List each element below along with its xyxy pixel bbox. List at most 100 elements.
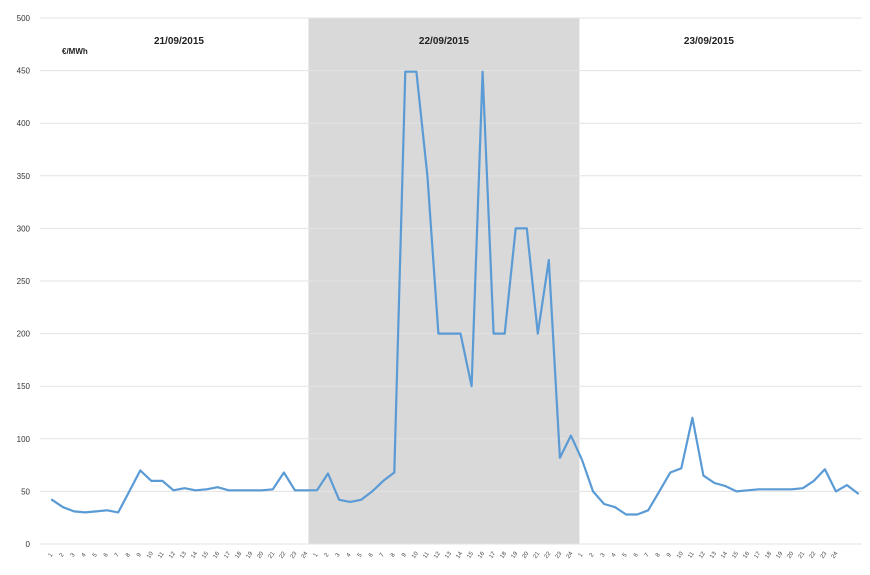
- x-tick-label: 2: [324, 552, 331, 559]
- data-point: [128, 490, 131, 493]
- data-point: [581, 459, 583, 461]
- x-tick-label: 9: [666, 552, 673, 559]
- x-tick-label: 23: [555, 550, 564, 559]
- data-point: [172, 489, 175, 492]
- y-tick-label: 250: [17, 277, 31, 286]
- data-point: [84, 511, 86, 514]
- x-tick-label: 18: [764, 550, 773, 559]
- x-tick-label: 7: [114, 552, 121, 559]
- x-tick-label: 12: [168, 550, 177, 559]
- x-tick-label: 3: [335, 552, 342, 559]
- grid-layer: [40, 17, 862, 545]
- x-tick-label: 6: [103, 552, 110, 559]
- x-tick-label: 15: [201, 550, 210, 559]
- data-point: [636, 513, 638, 516]
- x-tick-label: 23: [820, 550, 829, 559]
- data-point: [415, 70, 418, 73]
- unit-label: €/MWh: [62, 47, 88, 56]
- data-point: [316, 489, 318, 492]
- data-point: [824, 468, 826, 471]
- x-tick-label: 9: [401, 552, 408, 559]
- x-tick-label: 9: [136, 552, 143, 559]
- y-tick-label: 150: [17, 382, 31, 391]
- x-tick-label: 8: [655, 552, 662, 559]
- data-point: [592, 490, 594, 493]
- x-tick-label: 4: [611, 552, 618, 559]
- data-point: [227, 489, 230, 492]
- x-tick-label: 18: [499, 550, 508, 559]
- x-tick-label: 17: [488, 550, 497, 559]
- data-point: [106, 509, 109, 512]
- x-tick-label: 10: [411, 550, 420, 559]
- data-point: [647, 509, 650, 512]
- y-tick-label: 450: [17, 67, 31, 76]
- x-tick-label: 5: [622, 552, 629, 559]
- data-point: [835, 490, 837, 493]
- y-tick-label: 200: [17, 330, 31, 339]
- x-tick-label: 19: [246, 550, 255, 559]
- data-point: [338, 499, 340, 501]
- x-tick-label: 2: [589, 552, 596, 559]
- data-point: [73, 510, 75, 513]
- data-point: [294, 489, 296, 492]
- data-point: [857, 492, 859, 495]
- x-tick-label: 1: [313, 552, 320, 559]
- x-tick-label: 17: [223, 550, 232, 559]
- data-point: [150, 480, 153, 482]
- x-tick-label: 7: [644, 552, 651, 559]
- data-point: [548, 259, 550, 261]
- x-tick-label: 15: [466, 550, 475, 559]
- x-tick-label: 16: [742, 550, 751, 559]
- data-point: [492, 332, 495, 335]
- y-tick-label: 500: [17, 14, 31, 23]
- x-tick-label: 21: [268, 550, 277, 559]
- x-tick-label: 24: [301, 550, 310, 559]
- x-tick-label: 14: [455, 550, 464, 559]
- x-tick-label: 13: [709, 550, 718, 559]
- data-point: [161, 480, 164, 482]
- x-tick-label: 7: [379, 552, 386, 559]
- x-tick-label: 24: [831, 550, 840, 559]
- data-point: [448, 332, 451, 335]
- y-tick-labels: 0 50 100 150 200 250 300 350 400 450 500: [17, 14, 31, 549]
- x-tick-label: 10: [146, 550, 155, 559]
- x-tick-label: 24: [566, 550, 575, 559]
- data-point: [713, 482, 716, 484]
- data-point: [570, 434, 572, 437]
- price-series-line: [50, 70, 860, 516]
- x-tick-label: 6: [633, 552, 640, 559]
- x-tick-label: 3: [600, 552, 607, 559]
- data-point: [327, 472, 329, 475]
- x-tick-label: 22: [544, 550, 553, 559]
- x-tick-label: 1: [48, 552, 55, 559]
- x-tick-label: 16: [212, 550, 221, 559]
- x-tick-label: 2: [59, 552, 66, 559]
- data-point: [238, 489, 241, 492]
- x-tick-label: 12: [698, 550, 707, 559]
- data-point: [790, 488, 793, 491]
- data-point: [614, 506, 616, 508]
- x-tick-label: 22: [279, 550, 288, 559]
- x-tick-label: 5: [357, 552, 364, 559]
- data-point: [537, 332, 539, 335]
- y-tick-label: 400: [17, 119, 31, 128]
- data-point: [283, 471, 285, 474]
- x-tick-label: 14: [190, 550, 199, 559]
- data-point: [393, 471, 396, 474]
- y-tick-label: 50: [21, 487, 30, 496]
- data-point: [272, 488, 274, 491]
- data-point: [371, 490, 373, 493]
- data-point: [249, 489, 252, 492]
- data-point: [404, 70, 407, 73]
- x-tick-label: 3: [70, 552, 77, 559]
- data-point: [205, 488, 208, 491]
- x-tick-label: 14: [720, 550, 729, 559]
- data-point: [801, 487, 804, 490]
- data-point: [117, 511, 120, 514]
- x-tick-label: 12: [433, 550, 442, 559]
- x-tick-label: 19: [776, 550, 785, 559]
- data-point: [349, 501, 351, 503]
- y-tick-label: 100: [17, 435, 31, 444]
- data-point: [658, 490, 661, 493]
